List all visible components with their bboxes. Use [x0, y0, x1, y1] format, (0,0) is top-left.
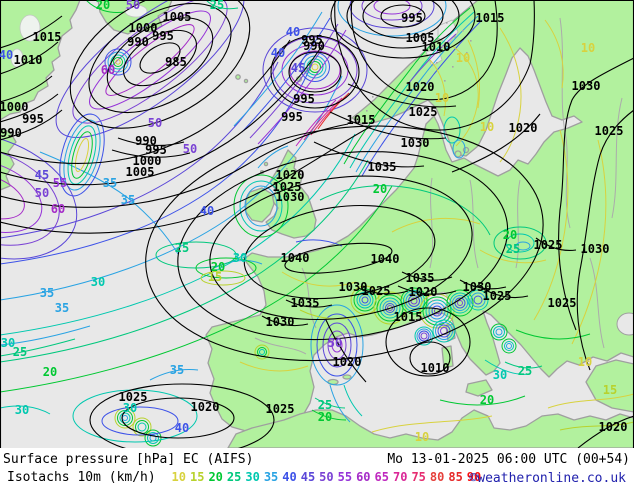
caption-row-1: Surface pressure [hPa] EC (AIFS) Mo 13-0… [3, 452, 630, 467]
legend-value: 65 [374, 470, 389, 484]
island-faroe [235, 74, 241, 80]
map-canvas [0, 0, 634, 448]
isotach-legend: 10 15 20 25 30 35 40 45 50 55 60 65 70 75 80 85 90 [172, 470, 486, 485]
legend-value: 10 [171, 470, 186, 484]
product-title: Surface pressure [hPa] EC (AIFS) [3, 452, 254, 467]
copyright-watermark: ©weatheronline.co.uk [469, 471, 626, 486]
land-europe [205, 0, 634, 436]
island-denmark [454, 150, 462, 158]
legend-value: 90 [466, 470, 482, 484]
land-north-africa [227, 409, 634, 448]
legend-value: 35 [263, 470, 279, 484]
ice-cap [19, 14, 41, 42]
ice-cap [10, 48, 24, 68]
island-balearic [342, 374, 352, 380]
land-layer [0, 0, 634, 448]
legend-value: 55 [337, 470, 353, 484]
caption-bar: Surface pressure [hPa] EC (AIFS) Mo 13-0… [0, 448, 634, 490]
terrain-speckles [286, 22, 472, 316]
land-sardinia [441, 345, 454, 369]
island-hebrides [263, 161, 269, 167]
legend-value: 75 [411, 470, 426, 484]
island-faroe [243, 78, 249, 84]
land-anatolia [585, 359, 634, 413]
legend-value: 45 [300, 470, 316, 484]
valid-datetime: Mo 13-01-2025 06:00 UTC (00+54) [387, 452, 630, 467]
weather-map: 1015 1010 1000 995 990 1005 1000 995 990 985 995 99… [0, 0, 634, 448]
legend-title: Isotachs 10m (km/h) [7, 470, 156, 485]
caption-row-2: Isotachs 10m (km/h) 10 15 20 25 30 35 40 45 50 55… [7, 470, 630, 486]
legend-value: 85 [448, 470, 463, 484]
legend-value: 30 [245, 470, 260, 484]
legend-value: 15 [190, 470, 205, 484]
legend-value: 60 [356, 470, 371, 484]
legend-value: 50 [319, 470, 334, 484]
legend-value: 40 [282, 470, 297, 484]
legend-value: 25 [226, 470, 242, 484]
legend-value: 80 [429, 470, 445, 484]
black-sea [616, 312, 634, 336]
legend-value: 20 [208, 470, 223, 484]
land-sicily [465, 379, 493, 397]
legend-value: 70 [392, 470, 408, 484]
